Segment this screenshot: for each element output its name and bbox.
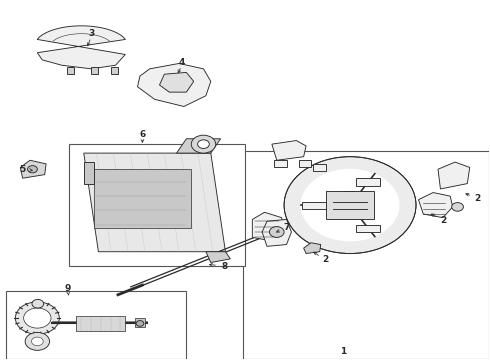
Text: 2: 2 [322, 255, 329, 264]
Polygon shape [438, 162, 470, 189]
Polygon shape [314, 164, 326, 171]
Text: 1: 1 [340, 347, 346, 356]
Polygon shape [91, 67, 98, 74]
Text: 4: 4 [178, 58, 185, 67]
Circle shape [452, 203, 464, 211]
Text: 2: 2 [440, 216, 446, 225]
Polygon shape [176, 139, 220, 153]
Polygon shape [301, 202, 326, 209]
Text: 6: 6 [139, 130, 146, 139]
Bar [243, 151, 490, 359]
Bar [69, 144, 245, 266]
Circle shape [27, 166, 37, 173]
Polygon shape [84, 162, 94, 184]
Polygon shape [274, 160, 287, 167]
Circle shape [25, 332, 49, 350]
Circle shape [32, 300, 44, 308]
Polygon shape [67, 67, 74, 74]
Polygon shape [138, 63, 211, 107]
Polygon shape [299, 160, 311, 167]
Polygon shape [159, 72, 194, 92]
Polygon shape [84, 153, 225, 252]
Polygon shape [356, 179, 380, 186]
Polygon shape [304, 243, 321, 253]
Polygon shape [418, 193, 453, 218]
Polygon shape [272, 140, 306, 160]
Polygon shape [252, 212, 284, 241]
Text: 9: 9 [65, 284, 72, 293]
Bar [5, 291, 186, 359]
Bar [76, 316, 125, 330]
Text: 3: 3 [88, 29, 94, 38]
Circle shape [270, 226, 284, 237]
Bar [94, 169, 191, 228]
Circle shape [24, 308, 51, 328]
Polygon shape [326, 191, 374, 220]
Text: 2: 2 [474, 194, 480, 203]
Polygon shape [37, 26, 125, 69]
Circle shape [300, 169, 399, 242]
Circle shape [31, 337, 43, 346]
Polygon shape [356, 225, 380, 232]
Polygon shape [20, 160, 46, 178]
Circle shape [197, 140, 209, 148]
Circle shape [136, 320, 144, 326]
Circle shape [191, 135, 216, 153]
Text: 5: 5 [20, 166, 26, 175]
Polygon shape [206, 252, 230, 262]
Text: 7: 7 [283, 223, 290, 232]
Circle shape [284, 157, 416, 253]
Polygon shape [262, 220, 292, 246]
Circle shape [15, 302, 59, 334]
Text: 8: 8 [221, 262, 227, 271]
Polygon shape [111, 67, 118, 74]
Circle shape [332, 192, 368, 219]
Bar [135, 318, 145, 327]
